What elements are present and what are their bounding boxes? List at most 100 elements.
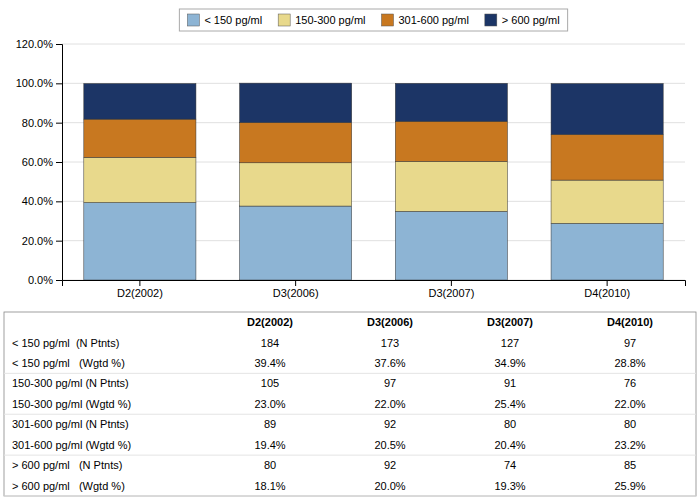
tick-mark — [295, 280, 296, 286]
table-cell: 127 — [501, 337, 519, 349]
tick: 60.0% — [22, 156, 62, 168]
tick: D3(2006) — [273, 280, 319, 299]
table-row-label: 150-300 pg/ml (Wgtd %) — [12, 398, 131, 410]
table-row-label: 301-600 pg/ml (Wgtd %) — [12, 439, 131, 451]
table-row-label: < 150 pg/ml (N Ptnts) — [12, 337, 119, 349]
legend-swatch — [278, 14, 290, 26]
legend-label: > 600 pg/ml — [502, 14, 560, 26]
bar — [84, 157, 196, 202]
table-cell: 85 — [624, 459, 636, 471]
bar — [551, 180, 663, 223]
table-row-label: 150-300 pg/ml (N Ptnts) — [12, 377, 129, 389]
tick: D2(2002) — [117, 280, 163, 299]
tick-mark — [56, 83, 62, 84]
table: D2(2002)D3(2006)D3(2007)D4(2010)< 150 pg… — [4, 312, 696, 496]
bar — [395, 121, 507, 161]
tick-mark — [56, 241, 62, 242]
table-row-label: > 600 pg/ml (Wgtd %) — [12, 480, 125, 492]
legend-swatch — [485, 14, 497, 26]
legend-label: < 150 pg/ml — [204, 14, 262, 26]
table-row-label: < 150 pg/ml (Wgtd %) — [12, 357, 125, 369]
tick-label: 40.0% — [22, 195, 53, 207]
table-border — [4, 312, 696, 496]
table-cell: 25.4% — [494, 398, 525, 410]
table-cell: 97 — [384, 377, 396, 389]
axis-line — [56, 45, 63, 281]
table-rule — [4, 496, 696, 497]
legend-item: > 600 pg/ml — [485, 14, 560, 26]
bar — [395, 161, 507, 211]
table-cell: 92 — [384, 459, 396, 471]
table-cell: 39.4% — [254, 357, 285, 369]
table-cell: 19.3% — [494, 480, 525, 492]
bar — [84, 203, 196, 280]
table-cell: 97 — [624, 337, 636, 349]
tick: 0.0% — [28, 274, 62, 286]
legend-label: 150-300 pg/ml — [295, 14, 365, 26]
table-cell: 89 — [264, 418, 276, 430]
bar — [84, 119, 196, 157]
axis-line — [63, 281, 686, 287]
table-rule — [4, 455, 696, 456]
bar-series — [84, 83, 663, 134]
table-cell: 80 — [624, 418, 636, 430]
tick-label: 100.0% — [16, 77, 54, 89]
legend-item: 150-300 pg/ml — [278, 14, 365, 26]
tick-mark — [56, 201, 62, 202]
tick-mark — [56, 162, 62, 163]
table-cell: 22.0% — [614, 398, 645, 410]
tick-label: 80.0% — [22, 117, 53, 129]
table-cell: 34.9% — [494, 357, 525, 369]
table-cell: 28.8% — [614, 357, 645, 369]
table-cell: 20.4% — [494, 439, 525, 451]
table-cell: 23.0% — [254, 398, 285, 410]
grid — [62, 44, 685, 280]
table-cell: 80 — [504, 418, 516, 430]
tick-mark — [451, 280, 452, 286]
bar — [240, 122, 352, 162]
table-row-label: > 600 pg/ml (N Ptnts) — [12, 459, 122, 471]
bar — [240, 206, 352, 280]
table-header: D2(2002) — [247, 316, 293, 328]
table-cell: 184 — [261, 337, 279, 349]
bar — [395, 211, 507, 280]
table-cell: 20.5% — [374, 439, 405, 451]
bar — [84, 84, 196, 120]
table-cell: 22.0% — [374, 398, 405, 410]
legend-label: 301-600 pg/ml — [399, 14, 469, 26]
table-cell: 92 — [384, 418, 396, 430]
grid-line — [62, 44, 685, 45]
legend-box — [179, 9, 567, 31]
legend: < 150 pg/ml 150-300 pg/ml 301-600 pg/ml > 6… — [179, 9, 567, 31]
x-axis: D2(2002)D3(2006)D3(2007)D4(2010) — [63, 280, 686, 299]
bar — [551, 84, 663, 135]
tick: 20.0% — [22, 235, 62, 247]
table-cell: 23.2% — [614, 439, 645, 451]
bar — [240, 163, 352, 206]
tick-mark — [56, 44, 62, 45]
table-rule — [4, 414, 696, 415]
tick: D4(2010) — [584, 280, 630, 299]
bar — [551, 223, 663, 280]
tick-mark — [139, 280, 140, 286]
tick-label: D3(2006) — [273, 287, 319, 299]
table-cell: 18.1% — [254, 480, 285, 492]
legend-swatch — [187, 14, 199, 26]
legend-item: < 150 pg/ml — [187, 14, 262, 26]
chart: 0.0% 20.0% 40.0% 60.0% 80.0% 100.0% 120.0% D2(2… — [0, 0, 700, 500]
tick-label: D4(2010) — [584, 287, 630, 299]
table-cell: 37.6% — [374, 357, 405, 369]
bars — [84, 83, 663, 280]
y-axis: 0.0% 20.0% 40.0% 60.0% 80.0% 100.0% 120.0% — [16, 38, 63, 286]
table-cell: 74 — [504, 459, 516, 471]
table-cell: 80 — [264, 459, 276, 471]
tick-label: 120.0% — [16, 38, 54, 50]
bar — [240, 83, 352, 122]
plot-area: 0.0% 20.0% 40.0% 60.0% 80.0% 100.0% 120.0% D2(2… — [16, 38, 686, 299]
tick: 80.0% — [22, 117, 62, 129]
tick-label: D2(2002) — [117, 287, 163, 299]
tick-mark — [56, 123, 62, 124]
table-cell: 91 — [504, 377, 516, 389]
table-cell: 76 — [624, 377, 636, 389]
table-header: D3(2006) — [367, 316, 413, 328]
